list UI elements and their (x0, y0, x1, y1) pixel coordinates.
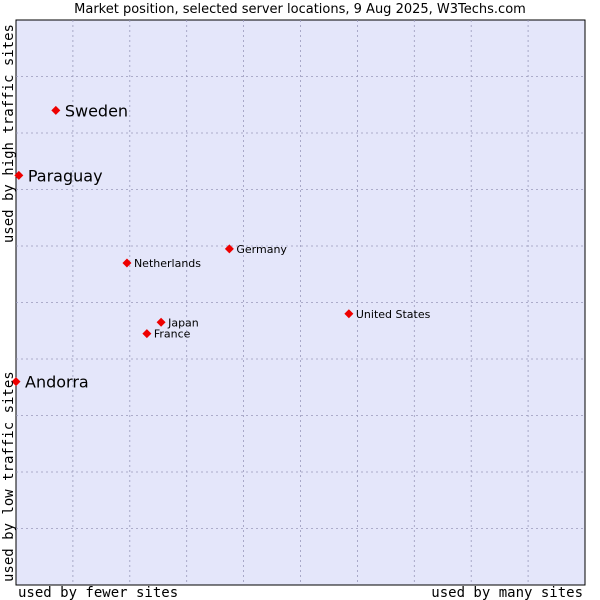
point-marker (156, 317, 166, 327)
x-axis-label-right: used by many sites (431, 585, 583, 600)
point-label: Paraguay (28, 166, 103, 185)
point-label: France (154, 328, 191, 341)
point-marker (122, 258, 132, 268)
point-marker (51, 105, 61, 115)
data-point-germany: Germany (224, 243, 287, 256)
chart-title: Market position, selected server locatio… (74, 2, 526, 17)
data-point-france: France (142, 328, 191, 341)
y-axis-label-top: used by high traffic sites (1, 24, 17, 243)
point-label: Germany (236, 243, 287, 256)
point-marker (224, 244, 234, 254)
point-label: Sweden (65, 101, 128, 120)
x-axis-label-left: used by fewer sites (18, 585, 178, 600)
grid-lines (16, 20, 585, 585)
data-points: Sweden Paraguay Andorra Germany Netherlands U… (11, 101, 431, 392)
y-axis-label-bottom: used by low traffic sites (1, 371, 17, 582)
point-marker (14, 170, 24, 180)
data-point-paraguay: Paraguay (14, 166, 103, 185)
data-point-netherlands: Netherlands (122, 257, 201, 270)
point-label: Andorra (25, 373, 89, 392)
data-point-andorra: Andorra (11, 373, 89, 392)
point-label: Japan (167, 316, 199, 329)
point-marker (11, 377, 21, 387)
point-marker (344, 309, 354, 319)
data-point-sweden: Sweden (51, 101, 128, 120)
point-label: Netherlands (134, 257, 201, 270)
data-point-japan: Japan (156, 316, 199, 329)
data-point-united-states: United States (344, 308, 431, 321)
point-marker (142, 329, 152, 339)
point-label: United States (356, 308, 431, 321)
